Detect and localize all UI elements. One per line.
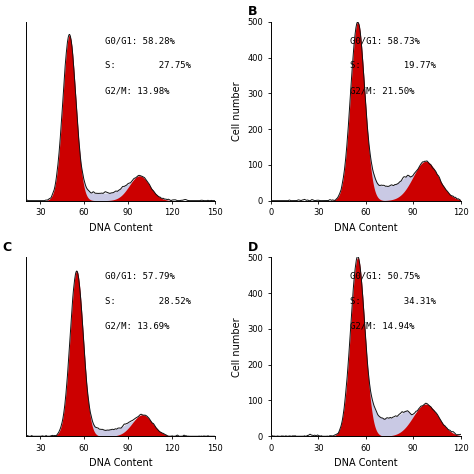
Text: G0/G1: 57.79%: G0/G1: 57.79% — [105, 272, 175, 281]
Text: G2/M: 21.50%: G2/M: 21.50% — [350, 86, 415, 95]
X-axis label: DNA Content: DNA Content — [334, 458, 398, 468]
Text: G2/M: 13.69%: G2/M: 13.69% — [105, 322, 170, 331]
Text: S:        34.31%: S: 34.31% — [350, 297, 437, 306]
Text: G2/M: 14.94%: G2/M: 14.94% — [350, 322, 415, 331]
Text: S:        19.77%: S: 19.77% — [350, 61, 437, 70]
Text: B: B — [248, 5, 257, 18]
Text: G0/G1: 58.28%: G0/G1: 58.28% — [105, 36, 175, 45]
Text: C: C — [3, 241, 12, 254]
Text: G0/G1: 58.73%: G0/G1: 58.73% — [350, 36, 420, 45]
Y-axis label: Cell number: Cell number — [232, 82, 242, 141]
Text: D: D — [248, 241, 258, 254]
X-axis label: DNA Content: DNA Content — [89, 458, 152, 468]
Text: S:        27.75%: S: 27.75% — [105, 61, 191, 70]
X-axis label: DNA Content: DNA Content — [334, 223, 398, 233]
Text: G0/G1: 50.75%: G0/G1: 50.75% — [350, 272, 420, 281]
Text: G2/M: 13.98%: G2/M: 13.98% — [105, 86, 170, 95]
Text: S:        28.52%: S: 28.52% — [105, 297, 191, 306]
X-axis label: DNA Content: DNA Content — [89, 223, 152, 233]
Y-axis label: Cell number: Cell number — [232, 317, 242, 377]
